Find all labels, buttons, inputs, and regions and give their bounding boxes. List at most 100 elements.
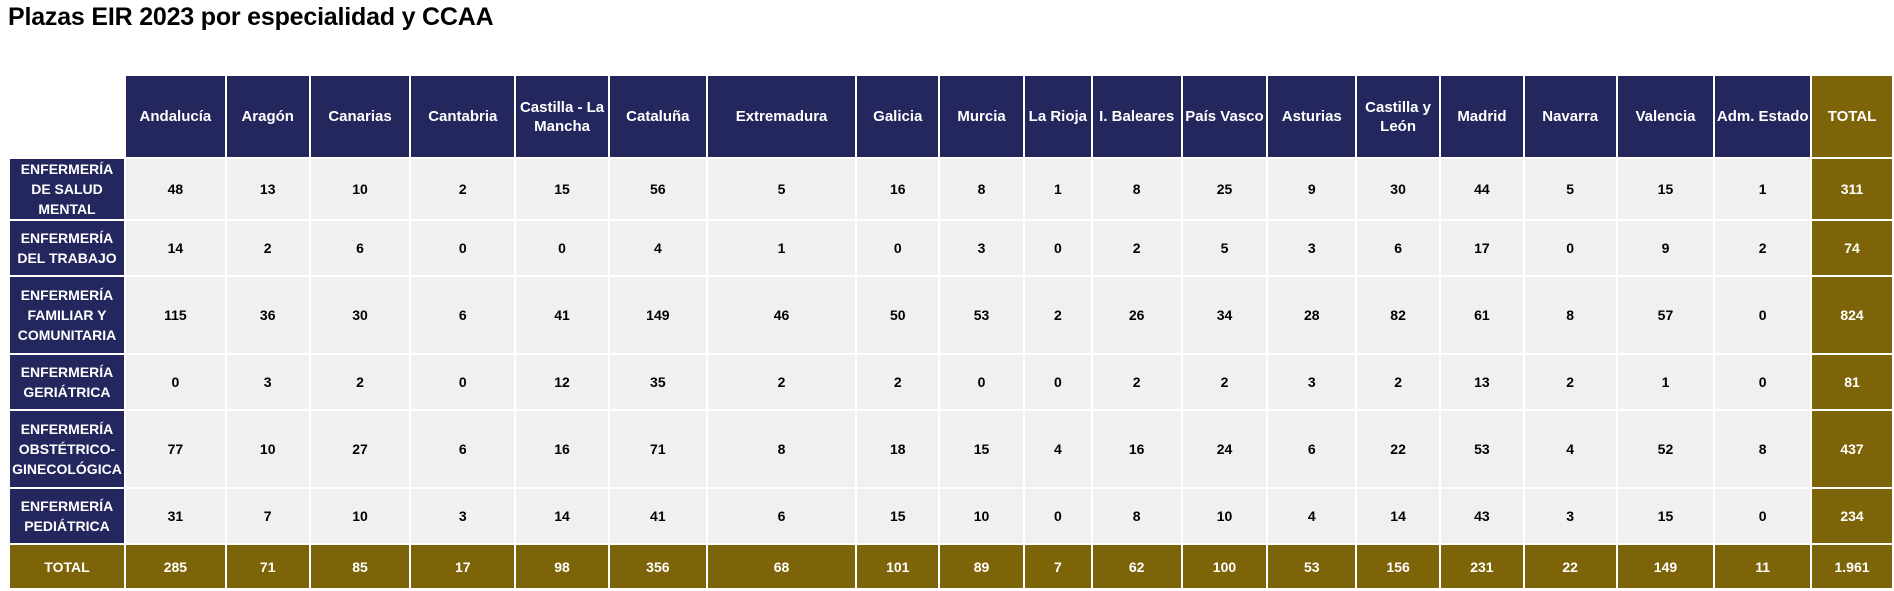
table-cell: 3 [411, 489, 515, 543]
table-cell: 156 [1357, 545, 1439, 588]
table-cell: 0 [940, 355, 1023, 409]
table-cell: 35 [609, 355, 706, 409]
table-cell: 52 [1617, 411, 1714, 487]
table-cell: 2 [310, 355, 410, 409]
table-cell: 85 [310, 545, 410, 588]
table-row: ENFERMERÍA GERIÁTRICA 0 3 2 0 12 35 2 2 0 0 2 2 3 2 13 2… [10, 355, 1892, 409]
column-header: Castilla - La Mancha [516, 76, 608, 157]
table-row: ENFERMERÍA FAMILIAR Y COMUNITARIA 115 36 30… [10, 277, 1892, 353]
table-cell: 17 [411, 545, 515, 588]
table-cell: 285 [125, 545, 225, 588]
table-cell: 3 [226, 355, 309, 409]
column-header-total: TOTAL [1812, 76, 1892, 157]
table-cell: 36 [226, 277, 309, 353]
table-cell: 2 [1092, 221, 1181, 275]
table-cell: 0 [1024, 355, 1091, 409]
row-label: ENFERMERÍA DEL TRABAJO [10, 221, 124, 275]
table-cell: 0 [1024, 221, 1091, 275]
table-cell: 8 [1715, 411, 1811, 487]
header-row: Andalucía Aragón Canarias Cantabria Cast… [10, 76, 1892, 157]
table-cell: 44 [1441, 159, 1523, 219]
table-cell: 8 [1524, 277, 1616, 353]
row-total-cell: 74 [1812, 221, 1892, 275]
table-cell: 22 [1357, 411, 1439, 487]
column-header: Canarias [310, 76, 410, 157]
column-header: Extremadura [707, 76, 856, 157]
table-cell: 2 [707, 355, 856, 409]
table-cell: 0 [1024, 489, 1091, 543]
table-cell: 9 [1268, 159, 1356, 219]
table-cell: 3 [1268, 221, 1356, 275]
table-cell: 30 [310, 277, 410, 353]
table-cell: 57 [1617, 277, 1714, 353]
table-cell: 31 [125, 489, 225, 543]
table-cell: 15 [1617, 489, 1714, 543]
table-cell: 26 [1092, 277, 1181, 353]
table-cell: 16 [516, 411, 608, 487]
total-row: TOTAL 285 71 85 17 98 356 68 101 89 7 62 100 53 156 231… [10, 545, 1892, 588]
row-total-cell: 437 [1812, 411, 1892, 487]
column-header: Valencia [1617, 76, 1714, 157]
table-cell: 1 [1024, 159, 1091, 219]
table-cell: 149 [1617, 545, 1714, 588]
table-cell: 50 [857, 277, 939, 353]
row-label: ENFERMERÍA OBSTÉTRICO-GINECOLÓGICA [10, 411, 124, 487]
column-header: Galicia [857, 76, 939, 157]
table-cell: 2 [1357, 355, 1439, 409]
table-cell: 98 [516, 545, 608, 588]
table-cell: 15 [1617, 159, 1714, 219]
table-cell: 4 [1024, 411, 1091, 487]
table-cell: 77 [125, 411, 225, 487]
table-cell: 6 [1357, 221, 1439, 275]
table-cell: 10 [226, 411, 309, 487]
table-cell: 0 [411, 355, 515, 409]
table-cell: 7 [1024, 545, 1091, 588]
table-cell: 10 [310, 159, 410, 219]
table-cell: 4 [609, 221, 706, 275]
table-cell: 0 [1715, 355, 1811, 409]
column-header: Murcia [940, 76, 1023, 157]
table-cell: 53 [940, 277, 1023, 353]
table-cell: 2 [857, 355, 939, 409]
page-title: Plazas EIR 2023 por especialidad y CCAA [8, 3, 494, 31]
table-cell: 4 [1524, 411, 1616, 487]
table-cell: 2 [1715, 221, 1811, 275]
table-cell: 6 [411, 277, 515, 353]
table-cell: 0 [411, 221, 515, 275]
table-cell: 15 [940, 411, 1023, 487]
column-header: País Vasco [1182, 76, 1267, 157]
table-cell: 48 [125, 159, 225, 219]
table-cell: 17 [1441, 221, 1523, 275]
table-body: ENFERMERÍA DE SALUD MENTAL 48 13 10 2 15 56 5 16… [10, 159, 1892, 588]
table-cell: 7 [226, 489, 309, 543]
table-cell: 30 [1357, 159, 1439, 219]
table-cell: 2 [1024, 277, 1091, 353]
table-cell: 61 [1441, 277, 1523, 353]
table-cell: 41 [516, 277, 608, 353]
table-cell: 14 [1357, 489, 1439, 543]
table-cell: 8 [1092, 489, 1181, 543]
table-cell: 10 [1182, 489, 1267, 543]
table-cell: 14 [516, 489, 608, 543]
table-cell: 2 [1524, 355, 1616, 409]
row-label: ENFERMERÍA DE SALUD MENTAL [10, 159, 124, 219]
table-cell: 46 [707, 277, 856, 353]
table-cell: 8 [707, 411, 856, 487]
column-header: Navarra [1524, 76, 1616, 157]
table-cell: 5 [1524, 159, 1616, 219]
table-cell: 8 [940, 159, 1023, 219]
column-header: Madrid [1441, 76, 1523, 157]
table-cell: 6 [1268, 411, 1356, 487]
table-cell: 100 [1182, 545, 1267, 588]
table-cell: 25 [1182, 159, 1267, 219]
total-row-label: TOTAL [10, 545, 124, 588]
table-cell: 11 [1715, 545, 1811, 588]
table-cell: 24 [1182, 411, 1267, 487]
table-row: ENFERMERÍA DE SALUD MENTAL 48 13 10 2 15 56 5 16… [10, 159, 1892, 219]
table-cell: 0 [1715, 489, 1811, 543]
table-cell: 0 [1524, 221, 1616, 275]
table-cell: 62 [1092, 545, 1181, 588]
table-cell: 71 [609, 411, 706, 487]
table-cell: 22 [1524, 545, 1616, 588]
row-total-cell: 234 [1812, 489, 1892, 543]
